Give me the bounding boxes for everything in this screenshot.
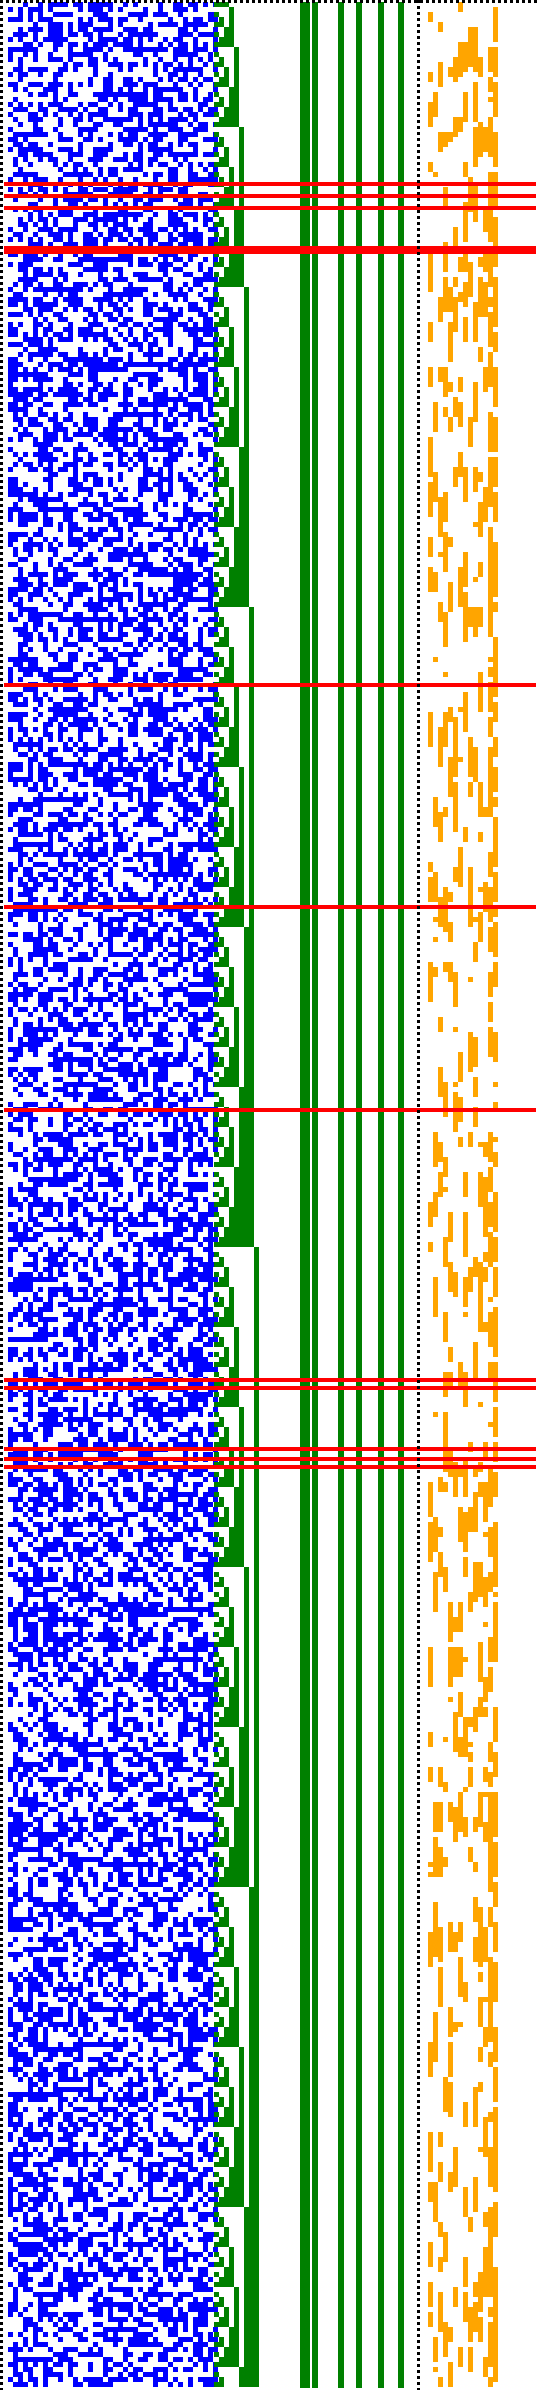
- tail-bits-panel: [428, 2, 498, 2387]
- highlight-row: [4, 246, 536, 250]
- counter-stripe: [356, 2, 362, 2388]
- random-bits-panel: [8, 2, 218, 2387]
- random-bit-cells: [8, 2, 218, 2387]
- highlight-row: [4, 1465, 536, 1469]
- highlight-row: [4, 683, 536, 687]
- highlight-row: [4, 1378, 536, 1382]
- counter-bits-panel: [214, 2, 404, 2388]
- counter-stripe: [398, 2, 404, 2388]
- counter-stripe: [338, 2, 344, 2388]
- counter-stripe: [378, 2, 384, 2388]
- highlight-row: [4, 905, 536, 909]
- highlight-row: [4, 250, 536, 254]
- highlight-row: [4, 1386, 536, 1390]
- highlight-row: [4, 1108, 536, 1112]
- highlighted-rows: [4, 182, 536, 1469]
- highlight-row: [4, 194, 536, 198]
- tail-bit-cells: [428, 2, 498, 2387]
- counter-stripe: [300, 2, 310, 2388]
- highlight-row: [4, 206, 536, 210]
- counter-bit-cells: [214, 2, 259, 2387]
- counter-stripe: [312, 2, 318, 2388]
- highlight-row: [4, 1447, 536, 1451]
- highlight-row: [4, 182, 536, 186]
- highlight-row: [4, 1457, 536, 1461]
